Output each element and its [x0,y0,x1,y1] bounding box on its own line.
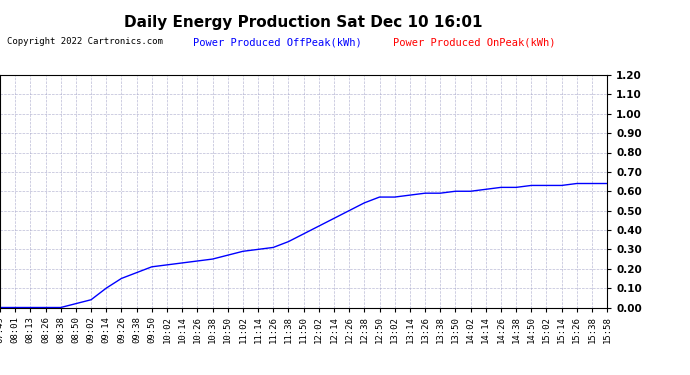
Text: Power Produced OffPeak(kWh): Power Produced OffPeak(kWh) [193,38,362,48]
Text: Power Produced OnPeak(kWh): Power Produced OnPeak(kWh) [393,38,556,48]
Text: Copyright 2022 Cartronics.com: Copyright 2022 Cartronics.com [7,38,163,46]
Text: Daily Energy Production Sat Dec 10 16:01: Daily Energy Production Sat Dec 10 16:01 [124,15,483,30]
